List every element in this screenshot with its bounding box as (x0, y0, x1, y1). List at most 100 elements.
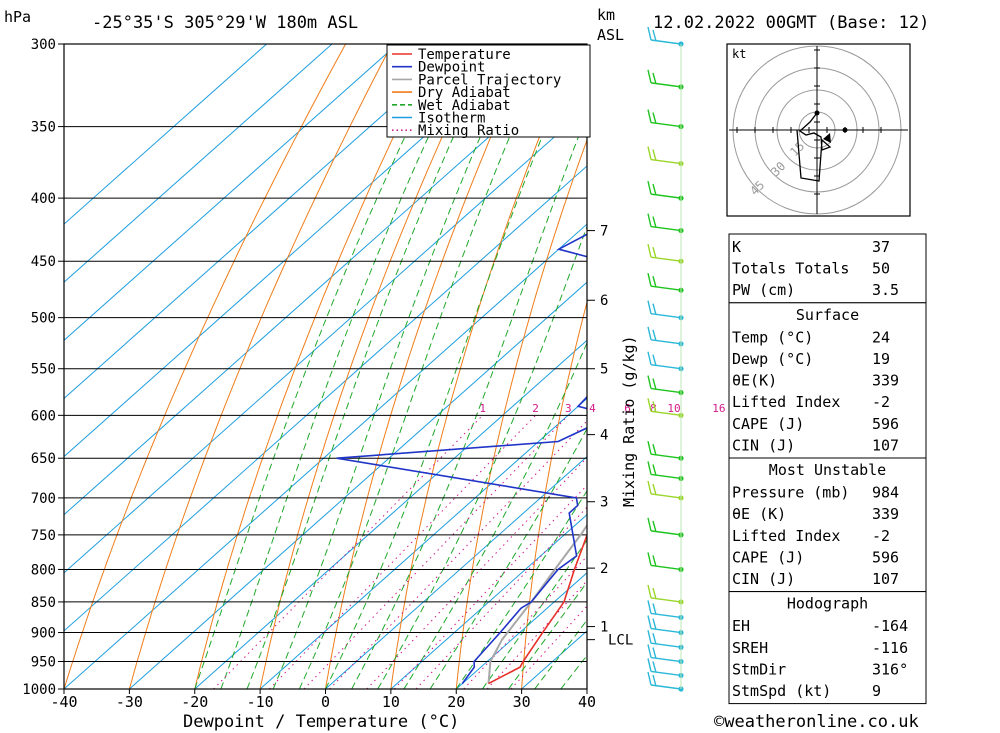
wind-barb (647, 615, 682, 634)
mixing-ratio-axis-label: Mixing Ratio (g/kg) (620, 335, 638, 507)
pressure-tick-label: 300 (31, 37, 56, 53)
most-unstable-table-row-value: 339 (872, 505, 899, 523)
isotherm-line (64, 44, 464, 400)
pressure-tick-label: 750 (31, 528, 56, 544)
legend-label: Parcel Trajectory (418, 72, 561, 88)
hodograph-point (814, 110, 820, 116)
hodograph-trace (796, 112, 832, 182)
x-tick-label: -30 (116, 693, 143, 711)
pressure-tick-label: 450 (31, 254, 56, 270)
height-tick-label: 2 (600, 561, 608, 577)
surface-table-row-label: Dewp (°C) (732, 350, 813, 368)
wind-barb (647, 517, 682, 536)
surface-table-row-label: CIN (J) (732, 436, 795, 454)
hodograph-table-row-label: StmDir (732, 660, 786, 678)
wind-barb (647, 552, 682, 571)
isotherm-line (64, 107, 587, 574)
legend-label: Dry Adiabat (418, 85, 511, 101)
legend-box (386, 44, 591, 138)
wind-barb-stroke (647, 326, 682, 345)
isotherm-line (325, 455, 587, 689)
isotherm-line (390, 513, 587, 689)
pressure-tick-label: 800 (31, 562, 56, 578)
x-tick-label: 30 (513, 693, 531, 711)
wind-barb-stroke (647, 375, 682, 394)
height-unit-label: km (597, 6, 615, 24)
hodograph-point (842, 127, 848, 133)
mixing-ratio-tick-label: 10 (667, 402, 680, 415)
wind-barb-stroke (647, 630, 682, 648)
hodograph-table-row-value: -164 (872, 617, 908, 635)
surface-table-box (728, 302, 927, 459)
wind-barb-stroke (647, 244, 682, 262)
dry-adiabat-line (259, 44, 486, 689)
legend-label: Isotherm (418, 111, 485, 127)
credit-label: ©weatheronline.co.uk (714, 712, 919, 732)
wind-barb (647, 644, 682, 663)
indices-table-box (728, 233, 927, 304)
wind-barb-stroke (647, 615, 682, 634)
x-tick-label: -10 (247, 693, 274, 711)
dry-adiabat-line (194, 44, 439, 689)
wind-barb (647, 273, 682, 291)
wind-barb-stroke (647, 584, 682, 603)
most-unstable-table-row-value: 107 (872, 570, 899, 588)
surface-table-row-label: Lifted Index (732, 393, 840, 411)
wind-barb-stroke (647, 671, 682, 690)
isotherm-line (455, 572, 587, 689)
wind-barb-stroke (647, 351, 682, 370)
wind-barb-stroke (647, 461, 682, 480)
hodograph-table-row-value: -116 (872, 639, 908, 657)
hodograph-table-row-value: 316° (872, 660, 908, 678)
isotherm-line (259, 397, 587, 689)
wind-barb-stroke (647, 213, 682, 232)
surface-table-row-value: 24 (872, 328, 890, 346)
x-tick-label: 10 (382, 693, 400, 711)
dry-adiabat-line (455, 138, 587, 689)
mixing-ratio-line (415, 506, 587, 689)
height-unit-sub-label: ASL (597, 26, 624, 44)
wind-barb (647, 461, 682, 480)
wet-adiabat-line (298, 44, 550, 689)
mixing-ratio-line (486, 580, 587, 689)
wind-barb-stroke (647, 480, 682, 499)
hodograph-table-title: Hodograph (787, 595, 868, 613)
surface-table-row-value: 19 (872, 350, 890, 368)
most-unstable-table-box (728, 457, 927, 593)
wind-barb (647, 480, 682, 499)
hodograph-table-row-label: SREH (732, 639, 768, 657)
hodograph-table-row-value: 9 (872, 682, 881, 700)
wind-barb-stroke (647, 441, 682, 459)
dry-adiabat-line (521, 300, 587, 689)
surface-table-row-label: Temp (°C) (732, 328, 813, 346)
mixing-ratio-tick-label: 8 (650, 402, 657, 415)
wind-barb (647, 146, 682, 165)
most-unstable-table-row-value: 984 (872, 484, 899, 502)
wind-barb (647, 69, 682, 88)
dry-adiabat-line (64, 44, 347, 689)
dry-adiabat-line (128, 44, 393, 689)
height-tick-label: 4 (600, 428, 608, 444)
dry-adiabat-line (390, 44, 578, 689)
wind-barb-stroke (647, 180, 682, 199)
isotherm-line (64, 165, 587, 632)
pressure-unit-label: hPa (4, 8, 31, 26)
datetime-label: 12.02.2022 00GMT (Base: 12) (653, 13, 929, 33)
pressure-tick-label: 350 (31, 120, 56, 136)
wind-barb (647, 398, 682, 417)
legend-label: Mixing Ratio (418, 123, 519, 139)
height-tick-label: 5 (600, 362, 608, 378)
wind-barb (647, 375, 682, 394)
legend-label: Wet Adiabat (418, 98, 511, 114)
hodograph-unit: kt (732, 47, 746, 61)
wet-adiabat-line (194, 44, 451, 689)
mixing-ratio-tick-label: 2 (532, 402, 539, 415)
pressure-tick-label: 900 (31, 626, 56, 642)
pressure-tick-label: 950 (31, 655, 56, 671)
pressure-tick-label: 600 (31, 408, 56, 424)
wet-adiabat-line (534, 619, 587, 689)
pressure-tick-label: 500 (31, 311, 56, 327)
mixing-ratio-tick-label: 1 (479, 402, 486, 415)
indices-table-row-value: 37 (872, 238, 890, 256)
wind-barb (647, 630, 682, 648)
